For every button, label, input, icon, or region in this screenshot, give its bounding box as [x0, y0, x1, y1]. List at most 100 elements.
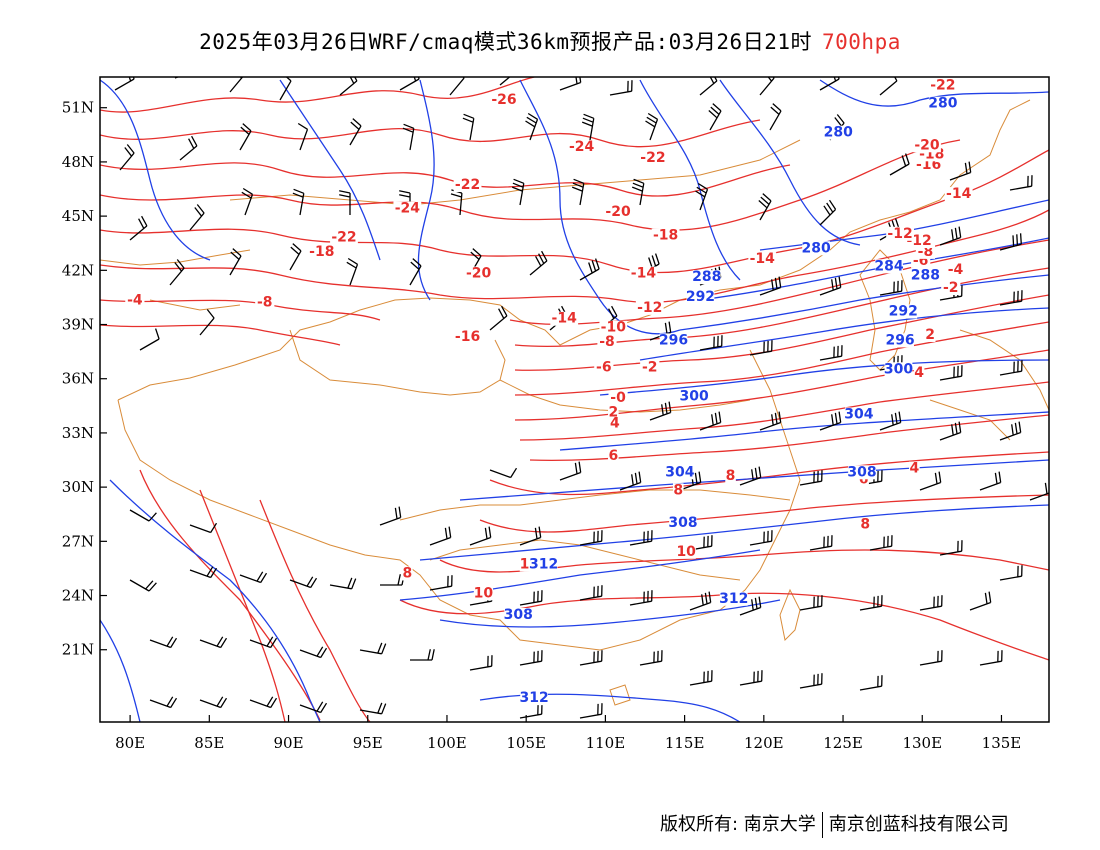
yellow-river-basin-border	[499, 379, 751, 413]
temperature-label: -24	[569, 139, 595, 155]
wind-barb	[939, 226, 962, 246]
wind-barb	[299, 701, 328, 714]
wind-barb	[859, 470, 883, 486]
wind-barb	[499, 77, 511, 86]
temperature-isotherm	[100, 162, 791, 197]
wind-barb	[169, 259, 185, 286]
wind-barb	[199, 309, 215, 336]
height-label: 284	[874, 258, 903, 274]
contour-label-bg	[719, 591, 748, 606]
contour-label-bg	[913, 365, 925, 380]
lat-label: 21N	[62, 641, 94, 659]
wind-barb	[229, 248, 242, 276]
contour-label-bg	[680, 389, 709, 404]
wind-barb	[869, 535, 893, 551]
wind-barb	[979, 650, 1003, 666]
contour-label-bg	[725, 468, 736, 483]
contour-label-bg	[924, 327, 936, 342]
wind-barb	[919, 595, 943, 611]
temperature-isotherm	[100, 149, 1049, 274]
height-label: 308	[847, 464, 876, 480]
height-label: 296	[885, 332, 914, 348]
height-label: 292	[686, 289, 715, 305]
contour-label-bg	[550, 311, 579, 326]
wind-barb	[429, 526, 452, 546]
wind-barb	[699, 335, 723, 351]
wind-barb	[489, 305, 508, 331]
temperature-label: -8	[257, 294, 273, 310]
height-label: 312	[719, 591, 748, 607]
wind-barb	[139, 328, 160, 351]
height-isoline	[279, 79, 381, 261]
lat-label: 36N	[62, 370, 94, 388]
temperature-isotherm	[139, 469, 321, 721]
wind-barb	[511, 178, 525, 206]
contour-label-bg	[608, 391, 628, 406]
temperature-label: -20	[605, 204, 631, 220]
wind-barb	[289, 576, 318, 589]
wind-barb	[819, 199, 837, 226]
lon-label: 130E	[902, 734, 942, 752]
wind-barb	[449, 77, 465, 96]
wind-barb	[739, 670, 763, 686]
wind-barb	[739, 596, 762, 616]
temperature-isotherm	[519, 381, 1049, 441]
lat-label: 51N	[62, 99, 94, 117]
wind-barb	[579, 585, 603, 601]
wind-barb	[289, 243, 302, 271]
temperature-label: -14	[750, 251, 776, 267]
title-level: 700hpa	[822, 30, 901, 54]
copyright-owner: 版权所有: 南京大学	[660, 814, 816, 835]
contour-label-bg	[255, 295, 275, 310]
temperature-labels: -26-24-22-22-24-22-20-18-18-8-4-20-16-14…	[125, 78, 973, 601]
wind-barb	[749, 340, 773, 356]
lon-label: 95E	[353, 734, 383, 752]
contour-label-bg	[824, 125, 853, 140]
wind-barb	[174, 77, 180, 79]
wind-barb	[579, 258, 600, 281]
wind-barb	[519, 650, 543, 666]
contour-label-bg	[672, 483, 684, 498]
temperature-label: -2	[943, 280, 959, 296]
height-isoline	[639, 79, 741, 281]
contour-label-bg	[928, 96, 957, 111]
wind-barb	[939, 540, 963, 556]
japan-border	[929, 329, 1049, 441]
contour-label-bg	[944, 187, 973, 202]
wind-barb	[571, 178, 585, 206]
height-label: 288	[911, 267, 940, 283]
contour-label-bg	[915, 244, 936, 259]
temperature-label: -24	[395, 201, 421, 217]
lat-label: 48N	[62, 153, 94, 171]
wind-barb	[579, 703, 603, 719]
wind-barb	[859, 595, 883, 611]
temperature-isotherm	[100, 119, 761, 148]
height-isoline	[419, 504, 1049, 561]
temperature-label: -16	[455, 329, 480, 345]
wind-barb	[645, 112, 659, 141]
wind-barb	[749, 530, 773, 546]
contour-label-bg	[928, 78, 957, 93]
wind-barb	[469, 526, 492, 546]
contour-label-bg	[889, 304, 918, 319]
wind-barb	[241, 187, 254, 216]
wind-barb	[519, 590, 543, 606]
wind-barb	[819, 411, 842, 431]
contour-label-bg	[748, 252, 777, 267]
contour-label-bg	[941, 281, 961, 295]
height-isoline	[100, 79, 211, 261]
temperature-label: -4	[948, 262, 964, 278]
contour-label-bg	[886, 333, 914, 348]
wind-barb	[629, 530, 653, 546]
temperature-label: -22	[455, 177, 480, 193]
contour-label-bg	[453, 329, 482, 344]
temperature-label: -12	[637, 300, 662, 316]
wind-barb	[739, 466, 762, 486]
copyright-footer: 版权所有: 南京大学 南京创蓝科技有限公司	[660, 810, 1009, 838]
wind-barb	[239, 571, 268, 584]
contour-label-bg	[665, 465, 694, 480]
contour-label-bg	[669, 515, 697, 530]
contour-label-bg	[911, 268, 940, 283]
temperature-label: -22	[640, 150, 665, 166]
temperature-isotherm	[259, 499, 371, 722]
